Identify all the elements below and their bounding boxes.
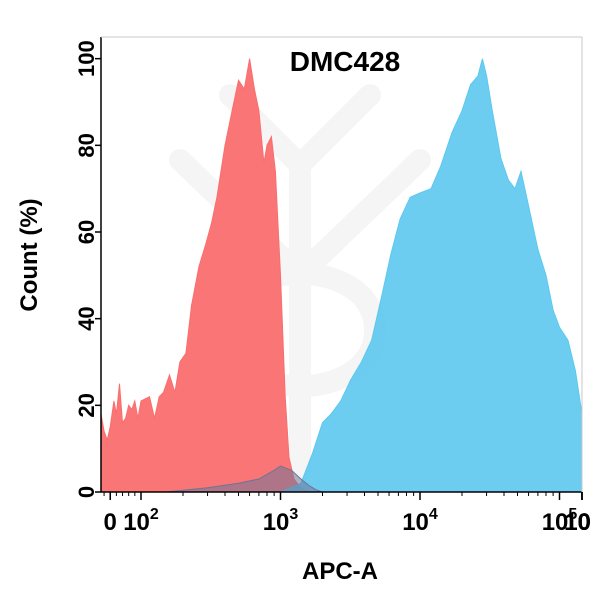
axes: 0204060801000102103104105106107108	[74, 36, 591, 536]
x-tick-label: 102	[123, 506, 159, 536]
x-tick-label: 108	[564, 506, 591, 536]
y-tick-label: 80	[74, 133, 99, 157]
series-2-area	[280, 58, 583, 493]
x-axis-label: APC-A	[302, 558, 378, 585]
plot-area: 0204060801000102103104105106107108	[74, 36, 591, 536]
x-tick-label: 104	[402, 506, 438, 536]
x-tick-label: 0	[104, 509, 117, 536]
y-tick-label: 40	[74, 306, 99, 330]
y-tick-label: 0	[74, 486, 99, 498]
chart-title: DMC428	[290, 46, 400, 77]
series-3-area	[165, 465, 323, 493]
y-tick-label: 20	[74, 393, 99, 417]
y-axis-label: Count (%)	[16, 198, 43, 311]
series-1-area	[100, 58, 310, 493]
y-tick-label: 100	[74, 40, 99, 77]
x-tick-label: 106	[564, 506, 591, 536]
x-tick-label: 107	[564, 506, 591, 536]
x-tick-label: 105	[542, 506, 578, 536]
y-tick-label: 60	[74, 220, 99, 244]
x-tick-label: 103	[263, 506, 299, 536]
series-layer	[100, 58, 583, 493]
